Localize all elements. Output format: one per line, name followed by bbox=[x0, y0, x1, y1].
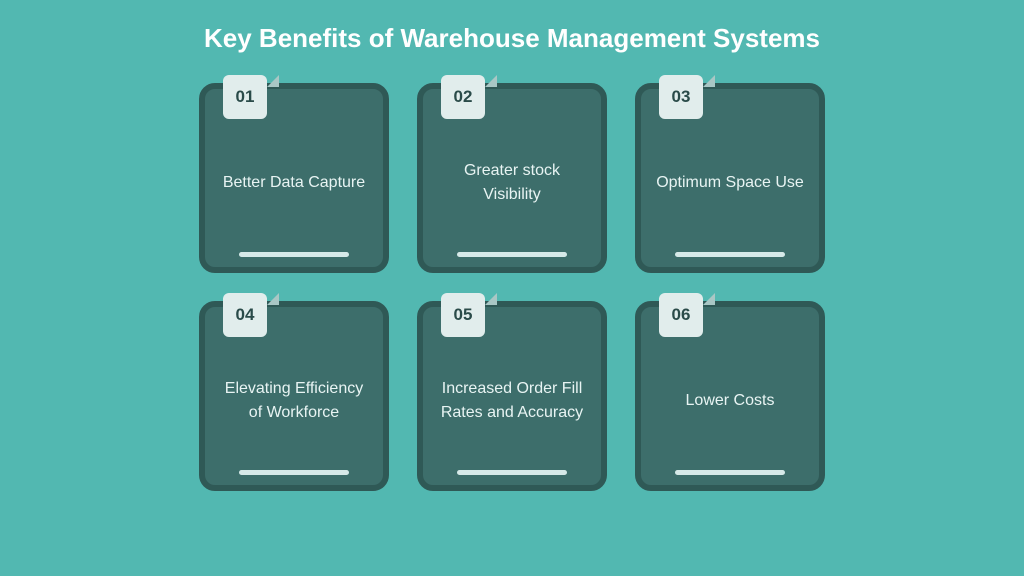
card-number-badge: 05 bbox=[441, 293, 485, 337]
card-number-badge: 03 bbox=[659, 75, 703, 119]
card-number-badge: 04 bbox=[223, 293, 267, 337]
benefit-card: 03 Optimum Space Use bbox=[635, 83, 825, 273]
card-label: Lower Costs bbox=[686, 389, 775, 412]
card-number-badge: 01 bbox=[223, 75, 267, 119]
card-label: Increased Order Fill Rates and Accuracy bbox=[437, 377, 587, 423]
benefit-card: 06 Lower Costs bbox=[635, 301, 825, 491]
card-grid: 01 Better Data Capture 02 Greater stock … bbox=[199, 83, 825, 491]
infographic-title: Key Benefits of Warehouse Management Sys… bbox=[204, 22, 820, 55]
card-label: Greater stock Visibility bbox=[437, 159, 587, 205]
benefit-card: 02 Greater stock Visibility bbox=[417, 83, 607, 273]
card-number-badge: 02 bbox=[441, 75, 485, 119]
card-label: Better Data Capture bbox=[223, 171, 365, 194]
benefit-card: 04 Elevating Efficiency of Workforce bbox=[199, 301, 389, 491]
benefit-card: 01 Better Data Capture bbox=[199, 83, 389, 273]
card-label: Elevating Efficiency of Workforce bbox=[219, 377, 369, 423]
card-number-badge: 06 bbox=[659, 293, 703, 337]
benefit-card: 05 Increased Order Fill Rates and Accura… bbox=[417, 301, 607, 491]
card-label: Optimum Space Use bbox=[656, 171, 804, 194]
